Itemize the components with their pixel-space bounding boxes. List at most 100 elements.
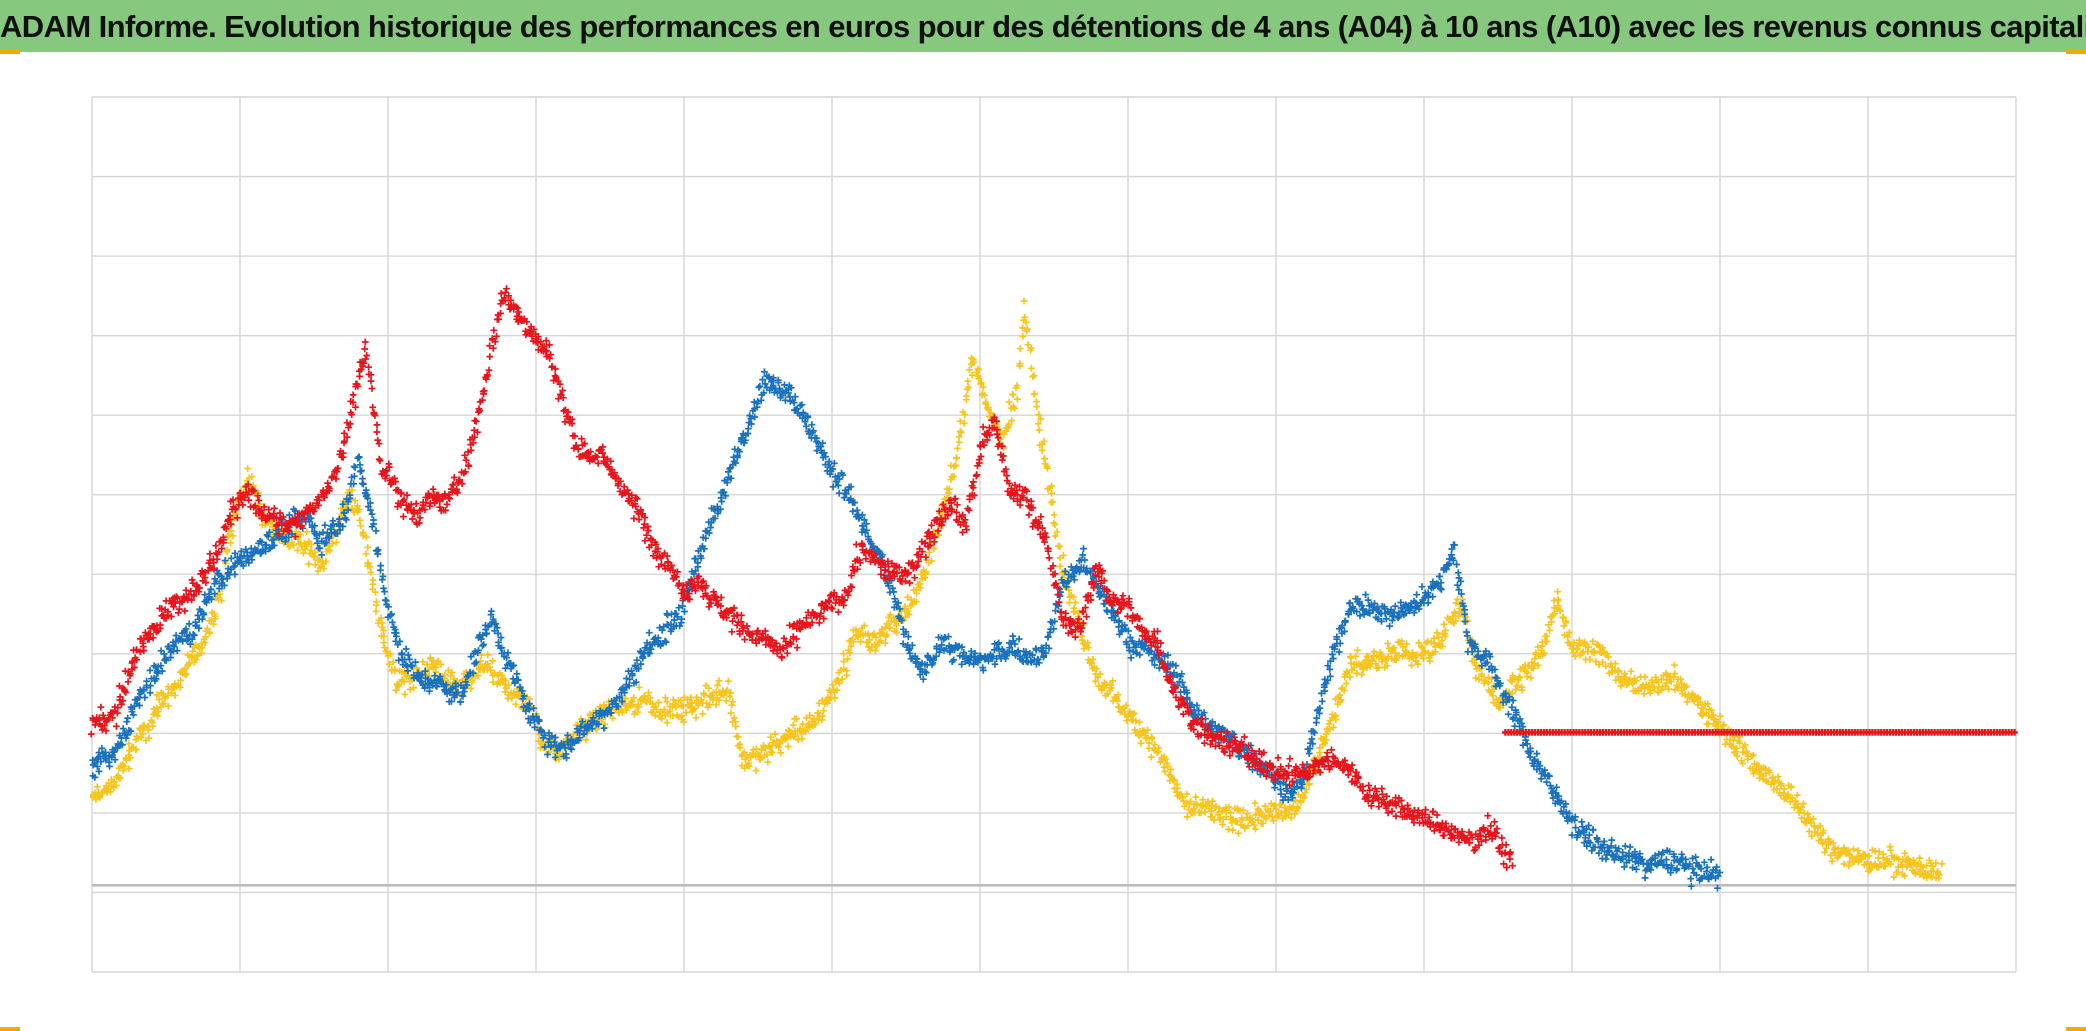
point-marker [752, 767, 760, 774]
point-marker [1566, 629, 1573, 636]
point-marker [510, 689, 517, 697]
point-marker [1677, 675, 1685, 683]
point-marker [1244, 810, 1251, 818]
point-marker [1505, 710, 1512, 718]
point-marker [1153, 749, 1161, 756]
point-marker [861, 622, 868, 629]
point-marker [201, 639, 209, 647]
point-marker [1244, 822, 1252, 830]
point-marker [1777, 780, 1785, 788]
point-marker [328, 540, 336, 547]
point-marker [706, 701, 713, 708]
point-marker [1455, 612, 1462, 620]
point-marker [705, 684, 713, 692]
point-marker [477, 651, 485, 659]
point-marker [1509, 697, 1517, 704]
point-marker [630, 694, 638, 702]
point-marker [1435, 634, 1442, 641]
point-marker [349, 391, 357, 399]
point-marker [1816, 822, 1824, 830]
point-marker [714, 682, 721, 689]
point-marker [802, 728, 809, 735]
point-marker [467, 685, 475, 692]
point-marker [964, 377, 972, 385]
point-marker [177, 677, 185, 684]
point-marker [206, 628, 213, 636]
point-marker [474, 672, 482, 680]
point-marker [957, 429, 965, 436]
point-marker [164, 702, 172, 710]
point-marker [210, 620, 217, 628]
point-marker [160, 700, 167, 707]
point-marker [364, 544, 372, 551]
point-marker [1562, 617, 1570, 625]
point-marker [326, 547, 334, 555]
point-marker [445, 667, 452, 674]
point-marker [732, 723, 740, 730]
point-marker [385, 660, 393, 668]
point-marker [1907, 860, 1914, 868]
point-marker [307, 540, 315, 548]
point-marker [1671, 670, 1679, 677]
point-marker [123, 756, 130, 764]
point-marker [720, 691, 728, 699]
point-marker [850, 638, 857, 646]
point-marker [1356, 612, 1364, 620]
point-marker [775, 743, 783, 751]
point-marker [1766, 769, 1773, 776]
point-marker [965, 383, 972, 391]
point-marker [1602, 662, 1610, 670]
point-marker [461, 451, 469, 459]
point-marker [1210, 816, 1218, 824]
chart-title: ADAM Informe. Evolution historique des p… [0, 9, 2086, 44]
point-marker [248, 473, 256, 480]
point-marker [1014, 395, 1021, 403]
point-marker [1072, 599, 1079, 606]
point-marker [1612, 660, 1619, 667]
point-marker [1424, 637, 1432, 645]
point-marker [227, 527, 235, 535]
point-marker [873, 642, 881, 650]
point-marker [1340, 686, 1348, 694]
point-marker [355, 506, 363, 514]
point-marker [904, 607, 912, 615]
point-marker [1343, 669, 1351, 676]
point-marker [1805, 828, 1813, 835]
point-marker [1078, 636, 1086, 644]
point-marker [1793, 791, 1801, 799]
point-marker [1330, 723, 1337, 731]
point-marker [1604, 653, 1612, 661]
point-marker [441, 671, 449, 679]
point-marker [171, 692, 179, 699]
point-marker [950, 472, 958, 480]
point-marker [1534, 662, 1542, 669]
point-marker [904, 593, 911, 601]
point-marker [1431, 648, 1439, 656]
point-marker [154, 708, 162, 716]
point-marker [1508, 689, 1516, 697]
point-marker [1489, 692, 1497, 700]
point-marker [383, 648, 390, 655]
point-marker [486, 663, 493, 671]
point-marker [188, 576, 196, 584]
point-marker [974, 365, 982, 373]
point-marker [1295, 791, 1302, 798]
point-marker [132, 746, 140, 753]
point-marker [663, 719, 671, 726]
point-marker [115, 773, 123, 781]
point-marker [1687, 882, 1695, 890]
point-marker [1678, 680, 1686, 687]
point-marker [930, 545, 938, 552]
point-marker [835, 679, 843, 687]
point-marker [961, 411, 969, 419]
point-marker [1887, 860, 1894, 868]
point-marker [1308, 735, 1316, 743]
point-marker [355, 453, 363, 461]
point-marker [1148, 733, 1155, 741]
point-marker [1277, 809, 1285, 817]
point-marker [1570, 639, 1578, 647]
point-marker [98, 745, 106, 752]
point-marker [1438, 586, 1445, 593]
point-marker [1433, 629, 1441, 637]
point-marker [362, 550, 370, 558]
